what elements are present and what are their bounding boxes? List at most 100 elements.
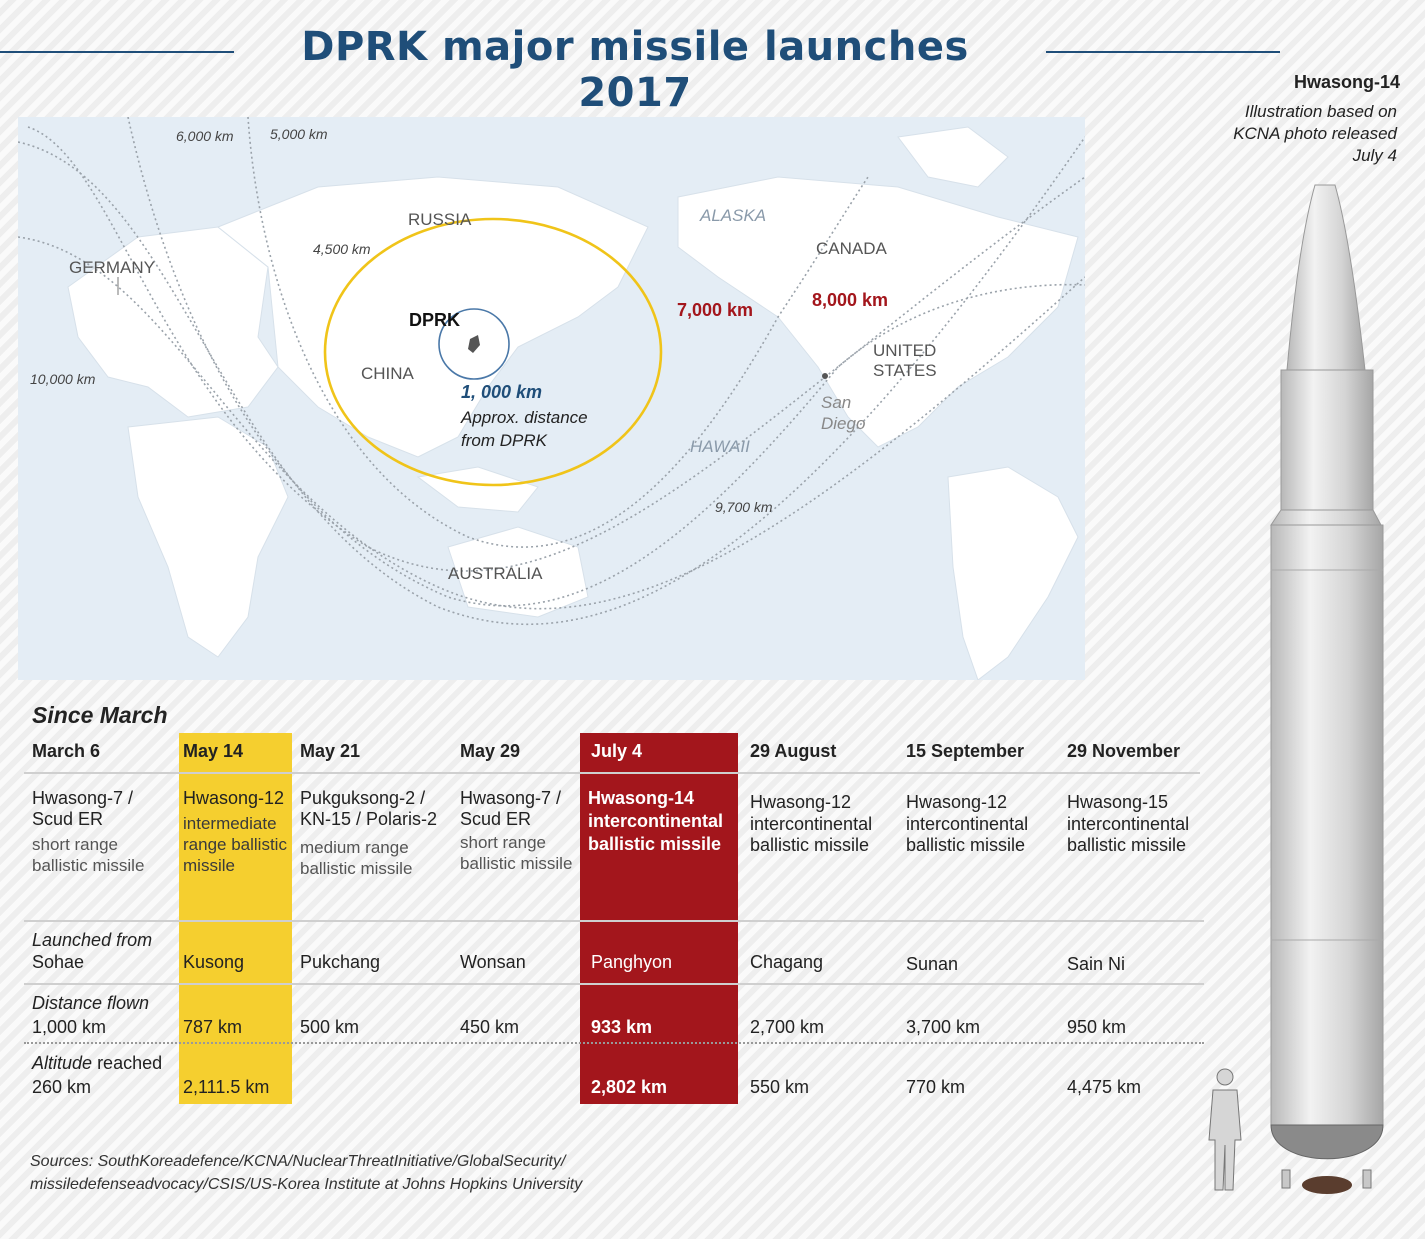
distance-29-november: 950 km [1067,1017,1127,1037]
san-diego-dot [822,373,828,379]
landmass-southeast-asia [416,466,539,513]
missile-name-march6: Hwasong-7 / Scud ER [32,788,134,829]
launch-site-may21: Pukchang [300,952,381,972]
label-hawaii: HAWAII [690,437,750,456]
label-dprk: DPRK [409,310,461,330]
rocket-nozzle [1302,1176,1352,1194]
rocket-title: Hwasong-14 [1293,72,1400,92]
section-label: Since March [32,702,168,728]
range-ring-1000km [438,308,510,380]
landmass-australia [447,526,589,618]
landmass-south-america [947,466,1079,680]
missile-name-july4: Hwasong-14 [588,788,695,808]
date-may14: May 14 [183,741,244,761]
launch-site-july4: Panghyon [591,952,673,972]
label-united-states: UNITED STATES [873,341,937,380]
label-8000km: 8,000 km [812,290,889,310]
landmass-asia [217,176,649,458]
range-arc-8000km [127,117,1085,607]
rocket-caption: Illustration based on KCNA photo release… [1233,102,1397,165]
missile-type-may29: short range ballistic missile [460,833,573,873]
label-9700km: 9,700 km [715,499,773,515]
missile-type-march6: short range ballistic missile [32,835,145,875]
title-rule-left [0,51,234,53]
label-alaska: ALASKA [700,206,767,225]
distance-may29: 450 km [460,1017,520,1037]
distance-march6: 1,000 km [32,1017,107,1037]
rocket-base [1270,1124,1384,1160]
rocket-collar [1270,509,1382,526]
missile-type-may14: intermediate range ballistic missile [183,814,287,875]
altitude-july4: 2,802 km [591,1077,668,1097]
label-san-diego: San Diego [821,393,866,433]
date-march6: March 6 [32,741,101,761]
missile-name-may21: Pukguksong-2 / KN-15 / Polaris-2 [300,788,438,829]
missile-name-29-august: Hwasong-12 [750,792,852,812]
rocket-illustration [1208,184,1384,1194]
date-15-september: 15 September [906,741,1025,761]
date-29-november: 29 November [1067,741,1181,761]
sources-note: Sources: SouthKoreadefence/KCNA/NuclearT… [30,1153,583,1193]
rocket-vernier-2 [1362,1169,1372,1189]
missile-type-15-september: intercontinental ballistic missile [906,814,1029,855]
altitude-29-august: 550 km [750,1077,810,1097]
date-29-august: 29 August [750,741,837,761]
distance-may14: 787 km [183,1017,243,1037]
distance-may21: 500 km [300,1017,360,1037]
range-arc-7000km [247,117,869,548]
launch-site-may14: Kusong [183,952,245,972]
landmass-north-america [677,176,1079,448]
label-5000km: 5,000 km [270,126,328,142]
label-4500km: 4,500 km [313,241,371,257]
title-rule-right [1046,51,1280,53]
altitude-29-november: 4,475 km [1067,1077,1142,1097]
launch-site-29-november: Sain Ni [1067,954,1126,974]
distance-15-september: 3,700 km [906,1017,981,1037]
page-title: DPRK major missile launches 2017 [301,24,969,116]
label-china: CHINA [361,364,414,383]
rocket-vernier-1 [1281,1169,1291,1189]
missile-name-29-november: Hwasong-15 [1067,792,1169,812]
landmass-europe [67,226,279,418]
altitude-label-suffix: reached [97,1053,163,1073]
missile-name-may14: Hwasong-12 [183,788,285,808]
label-approx-distance: Approx. distance from DPRK [461,408,588,450]
distance-flown-label: Distance flown [32,993,150,1013]
world-map-graphic [18,117,1085,680]
rule-launched [24,920,1204,922]
date-may21: May 21 [300,741,361,761]
rule-header [24,772,1200,774]
label-10000km: 10,000 km [30,371,96,387]
label-6000km: 6,000 km [176,128,234,144]
date-july4: July 4 [591,741,643,761]
date-may29: May 29 [460,741,521,761]
launch-site-15-september: Sunan [906,954,959,974]
launch-site-may29: Wonsan [460,952,526,972]
landmass-africa [127,416,289,658]
range-arc-9700km [18,136,1085,626]
altitude-may14: 2,111.5 km [183,1077,270,1097]
label-australia: AUSTRALIA [448,564,543,583]
launch-site-29-august: Chagang [750,952,824,972]
altitude-label-text: Altitude [32,1053,93,1073]
altitude-15-september: 770 km [906,1077,966,1097]
range-map: 6,000 km 5,000 km RUSSIA 4,500 km GERMAN… [18,117,1085,680]
label-7000km: 7,000 km [677,300,754,320]
launched-from-label: Launched from [32,930,153,950]
launch-site-march6: Sohae [32,952,85,972]
rule-distance [24,983,1204,985]
missile-name-may29: Hwasong-7 / Scud ER [460,788,562,829]
label-1000km: 1, 000 km [461,382,543,402]
missile-type-may21: medium range ballistic missile [300,838,413,878]
missile-type-29-november: intercontinental ballistic missile [1067,814,1190,855]
rocket-nose-icon [1286,184,1366,371]
rocket-upper-stage [1280,369,1374,511]
dprk-shape [468,335,480,353]
landmass-greenland [897,126,1009,188]
distance-29-august: 2,700 km [750,1017,825,1037]
range-ring-4500km [323,217,663,487]
distance-july4: 933 km [591,1017,653,1037]
missile-type-july4: intercontinental ballistic missile [588,811,724,854]
missile-name-15-september: Hwasong-12 [906,792,1008,812]
altitude-march6: 260 km [32,1077,92,1097]
